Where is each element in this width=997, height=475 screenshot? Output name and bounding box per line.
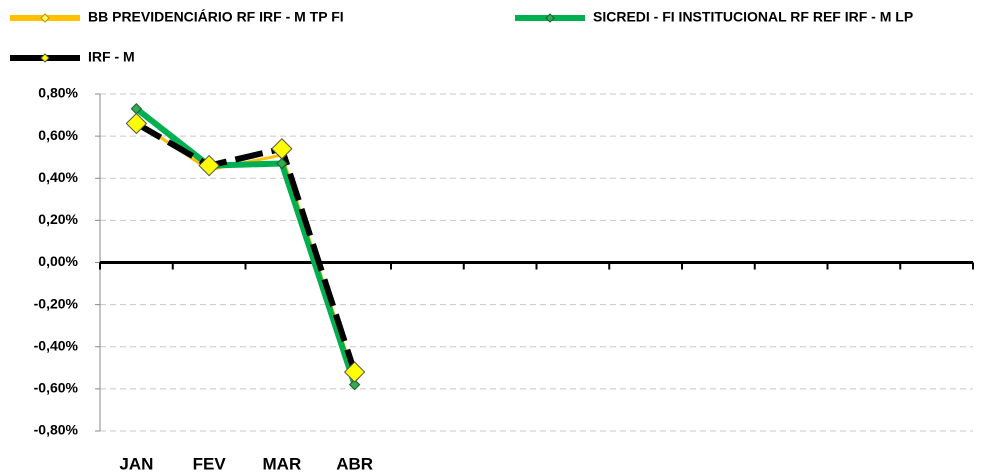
y-tick-label: 0,60% [38,127,78,143]
legend-marker [40,13,50,23]
legend-marker [545,13,555,23]
legend-item: BB PREVIDENCIÁRIO RF IRF - M TP FI [10,9,344,25]
data-point [198,154,220,177]
legend-label: BB PREVIDENCIÁRIO RF IRF - M TP FI [88,9,344,25]
series-line [134,106,358,386]
y-tick-label: 0,00% [38,253,78,269]
data-point [343,361,366,383]
legend-label: SICREDI - FI INSTITUCIONAL RF REF IRF - … [593,9,913,25]
legend-item: IRF - M [10,49,135,65]
legend-label: IRF - M [88,49,135,65]
x-tick-label: FEV [193,454,227,473]
data-point [271,138,293,160]
x-tick-label: MAR [263,454,302,473]
y-tick-label: -0,60% [34,380,79,396]
data-point [276,157,288,170]
data-point [125,112,148,135]
y-tick-label: 0,40% [38,169,78,185]
y-tick-label: 0,20% [38,211,78,227]
x-tick-label: JAN [119,454,153,473]
x-tick-label: ABR [336,454,373,473]
data-point [348,378,361,391]
series-line [134,120,358,373]
y-tick-label: 0,80% [38,85,78,101]
legend-marker [40,53,50,63]
y-tick-label: -0,80% [34,422,79,438]
y-tick-label: -0,20% [34,295,79,311]
y-tick-label: -0,40% [34,337,79,353]
legend-item: SICREDI - FI INSTITUCIONAL RF REF IRF - … [515,9,913,25]
